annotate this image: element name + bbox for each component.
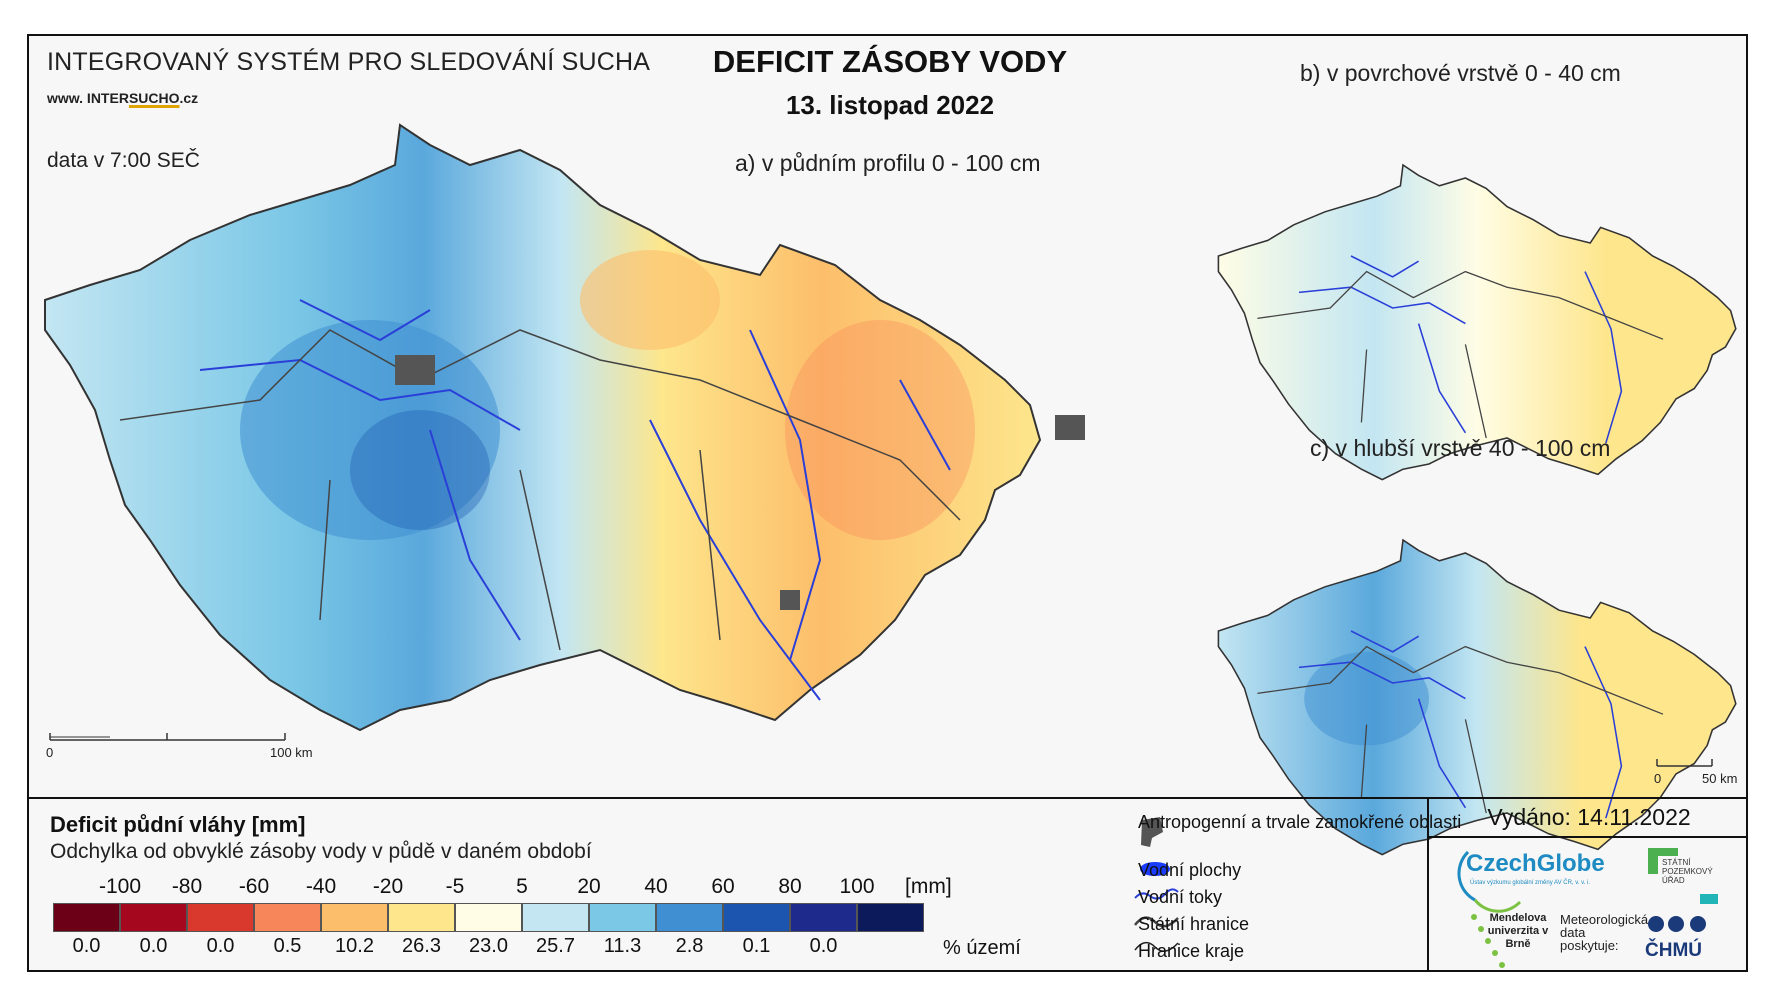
legend-tick-label: 5: [516, 875, 528, 898]
legend-tick-label: -5: [445, 875, 465, 898]
legend-swatch: [790, 903, 857, 932]
website-link[interactable]: www. INTERSUCHO.cz: [47, 90, 198, 106]
website-prefix: www. INTER: [47, 90, 129, 106]
legend-swatch: [455, 903, 522, 932]
urban-area-icon: [1141, 817, 1163, 847]
map-c: [1217, 538, 1737, 856]
symbol-urban-label: Antropogenní a trvale zamokřené oblasti: [1138, 812, 1462, 832]
legend-tick-label: 20: [577, 875, 601, 898]
symbol-region-border-label: Hranice kraje: [1138, 941, 1245, 961]
legend-swatch: [589, 903, 656, 932]
scale-small-end: 50 km: [1702, 771, 1738, 786]
legend-swatch: [522, 903, 589, 932]
map-a-country: [44, 123, 1042, 732]
website-highlight: SUCHO: [128, 90, 180, 106]
legend-tick-label: 60: [711, 875, 735, 898]
legend-swatch: [321, 903, 388, 932]
legend-percent-value: 11.3: [603, 935, 642, 957]
legend-subtitle: Odchylka od obvyklé zásoby vody v půdě v…: [50, 840, 592, 863]
map-a-label: a) v půdním profilu 0 - 100 cm: [735, 150, 1041, 176]
map-b: [1217, 163, 1737, 481]
legend-swatch: [254, 903, 321, 932]
legend-tick-label: -60: [238, 875, 270, 898]
main-title: DEFICIT ZÁSOBY VODY: [712, 44, 1068, 79]
legend-tick-label: 100: [839, 875, 875, 898]
date-title: 13. listopad 2022: [785, 90, 995, 120]
meteo-provider-text: Meteorologická data poskytuje:: [1560, 912, 1649, 953]
scale-bar-main: [49, 733, 286, 741]
legend-tick-label: 40: [644, 875, 668, 898]
legend-percent-value: 0.5: [273, 935, 302, 957]
legend-tick-label: -80: [171, 875, 203, 898]
legend-percent-value: 25.7: [536, 935, 575, 957]
footer-divider-horizontal: [1427, 836, 1748, 838]
legend-tick-label: -40: [305, 875, 337, 898]
legend-swatch: [723, 903, 790, 932]
legend-tick-label: -100: [98, 875, 142, 898]
legend-swatch: [120, 903, 187, 932]
scale-small-zero: 0: [1654, 771, 1662, 786]
legend-swatch: [187, 903, 254, 932]
state-border-icon: [1134, 916, 1179, 928]
legend-percent-label: % území: [943, 937, 1021, 959]
map-c-label: c) v hlubší vrstvě 40 - 100 cm: [1310, 435, 1611, 461]
symbol-state-border-label: Státní hranice: [1138, 914, 1250, 934]
legend-percent-value: 26.3: [402, 935, 441, 957]
legend-percent-value: 0.0: [206, 935, 235, 957]
legend-tick-label: 80: [778, 875, 802, 898]
legend-percent-value: 0.1: [742, 935, 771, 957]
chmu-logo-text: ČHMÚ: [1645, 940, 1702, 961]
legend-title: Deficit půdní vláhy [mm]: [50, 812, 306, 837]
legend-swatch: [53, 903, 120, 932]
legend-swatch: [388, 903, 455, 932]
region-border-icon: [1134, 941, 1179, 952]
legend-percent-value: 0.0: [72, 935, 101, 957]
symbol-water-label: Vodní plochy: [1138, 860, 1242, 880]
czechglobe-logo-icon: [1457, 850, 1522, 913]
symbol-rivers-label: Vodní toky: [1138, 887, 1223, 907]
czechglobe-logo-text: CzechGlobe: [1466, 850, 1605, 877]
chmu-logo-icon: [1648, 916, 1706, 932]
legend-swatch: [857, 903, 924, 932]
legend-tick-label: -20: [372, 875, 404, 898]
legend-percent-value: 23.0: [469, 935, 508, 957]
scale-main-end: 100 km: [270, 745, 313, 760]
legend-percent-value: 10.2: [335, 935, 374, 957]
bottom-divider: [27, 797, 1748, 799]
legend-swatch: [656, 903, 723, 932]
mendel-logo-text: Mendelova univerzita v Brně: [1487, 912, 1549, 950]
legend-unit: [mm]: [905, 875, 952, 898]
water-body-icon: [1140, 862, 1170, 876]
mendel-logo-icon: [1471, 914, 1505, 968]
spu-logo-text: STÁTNÍ POZEMKOVÝ ÚŘAD: [1662, 858, 1713, 885]
spu-logo-icon: [1648, 848, 1718, 904]
legend-percent-value: 2.8: [675, 935, 704, 957]
footer-divider-vertical: [1427, 797, 1429, 972]
legend-percent-value: 0.0: [809, 935, 838, 957]
system-title: INTEGROVANÝ SYSTÉM PRO SLEDOVÁNÍ SUCHA: [47, 48, 651, 76]
river-icon: [1134, 888, 1179, 900]
scale-bar-small: [1656, 759, 1713, 767]
map-b-label: b) v povrchové vrstvě 0 - 40 cm: [1300, 60, 1621, 86]
issued-date: Vydáno: 14.11.2022: [1487, 804, 1691, 830]
website-suffix: .cz: [179, 90, 199, 106]
legend-percent-value: 0.0: [139, 935, 168, 957]
map-a: [44, 123, 1085, 732]
data-time: data v 7:00 SEČ: [47, 149, 200, 172]
scale-main-zero: 0: [46, 745, 54, 760]
czechglobe-logo-sub: Ústav výzkumu globální změny AV ČR, v. v…: [1470, 880, 1591, 886]
